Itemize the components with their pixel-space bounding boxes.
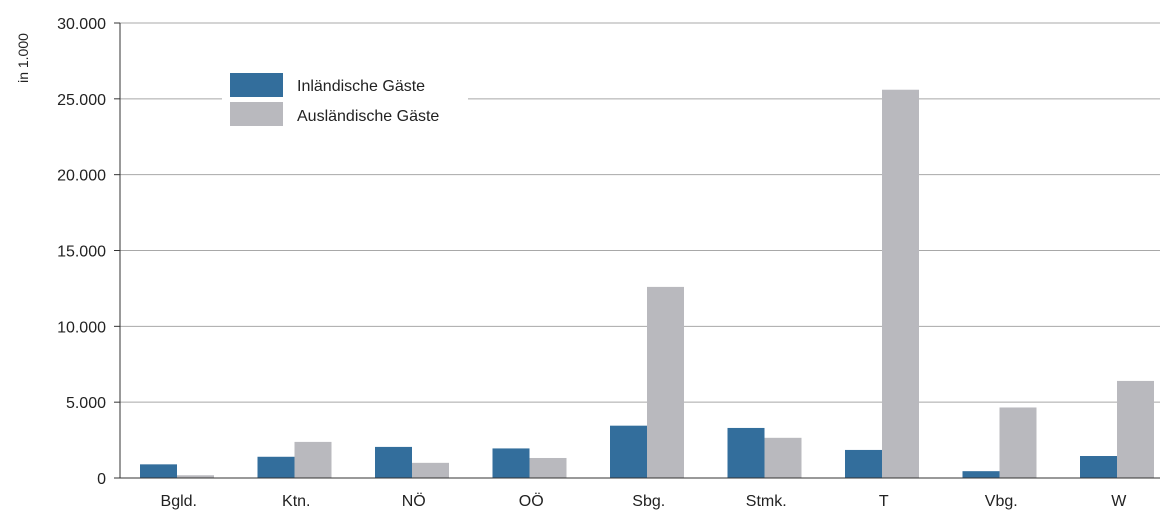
y-axis-title: in 1.000 bbox=[15, 33, 31, 83]
legend-swatch-inlaendische-gaeste bbox=[230, 73, 283, 97]
bar-auslaendische-gaeste-t bbox=[882, 89, 919, 478]
bar-auslaendische-gaeste-w bbox=[1117, 380, 1154, 478]
bar-auslaendische-gaeste-sbg bbox=[647, 286, 684, 478]
bar-inlaendische-gaeste-noe bbox=[375, 446, 412, 478]
bar-inlaendische-gaeste-vbg bbox=[962, 471, 1000, 478]
y-tick-label: 20.000 bbox=[57, 168, 106, 185]
x-tick-label: W bbox=[1111, 493, 1127, 510]
x-tick-label: Vbg. bbox=[985, 493, 1018, 510]
bar-inlaendische-gaeste-ktn bbox=[257, 456, 295, 478]
bar-auslaendische-gaeste-stmk bbox=[764, 437, 802, 478]
legend-swatch-auslaendische-gaeste bbox=[230, 102, 283, 126]
bar-auslaendische-gaeste-bgld bbox=[177, 475, 214, 478]
x-tick-label: NÖ bbox=[402, 492, 426, 510]
bar-inlaendische-gaeste-t bbox=[845, 449, 882, 478]
x-tick-label: Stmk. bbox=[746, 493, 787, 510]
y-tick-label: 0 bbox=[97, 471, 106, 488]
x-tick-label: Ktn. bbox=[282, 493, 310, 510]
y-tick-label: 10.000 bbox=[57, 319, 106, 336]
bar-inlaendische-gaeste-stmk bbox=[727, 427, 765, 478]
legend: Inländische Gäste Ausländische Gäste bbox=[222, 69, 468, 131]
bar-inlaendische-gaeste-sbg bbox=[610, 425, 647, 478]
y-axis: 0 5.000 10.000 15.000 20.000 25.000 30.000 bbox=[57, 16, 121, 488]
x-tick-label: T bbox=[879, 493, 889, 510]
x-tick-label: Bgld. bbox=[161, 493, 197, 510]
x-axis: Bgld. Ktn. NÖ OÖ Sbg. Stmk. T Vbg. W bbox=[120, 477, 1160, 510]
bars bbox=[140, 89, 1154, 478]
legend-label-inlaendische-gaeste: Inländische Gäste bbox=[297, 78, 425, 95]
x-tick-label: Sbg. bbox=[632, 493, 665, 510]
y-tick-label: 30.000 bbox=[57, 16, 106, 33]
bar-inlaendische-gaeste-ooe bbox=[492, 448, 530, 478]
y-tick-label: 15.000 bbox=[57, 244, 106, 261]
x-tick-label: OÖ bbox=[519, 492, 544, 510]
bar-auslaendische-gaeste-vbg bbox=[999, 407, 1037, 478]
bar-auslaendische-gaeste-noe bbox=[412, 462, 449, 478]
y-tick-label: 25.000 bbox=[57, 92, 106, 109]
legend-label-auslaendische-gaeste: Ausländische Gäste bbox=[297, 108, 439, 125]
bar-inlaendische-gaeste-w bbox=[1080, 456, 1117, 478]
bar-inlaendische-gaeste-bgld bbox=[140, 464, 177, 478]
bar-auslaendische-gaeste-ktn bbox=[294, 441, 332, 478]
bar-auslaendische-gaeste-ooe bbox=[529, 457, 567, 478]
y-tick-label: 5.000 bbox=[66, 395, 106, 412]
